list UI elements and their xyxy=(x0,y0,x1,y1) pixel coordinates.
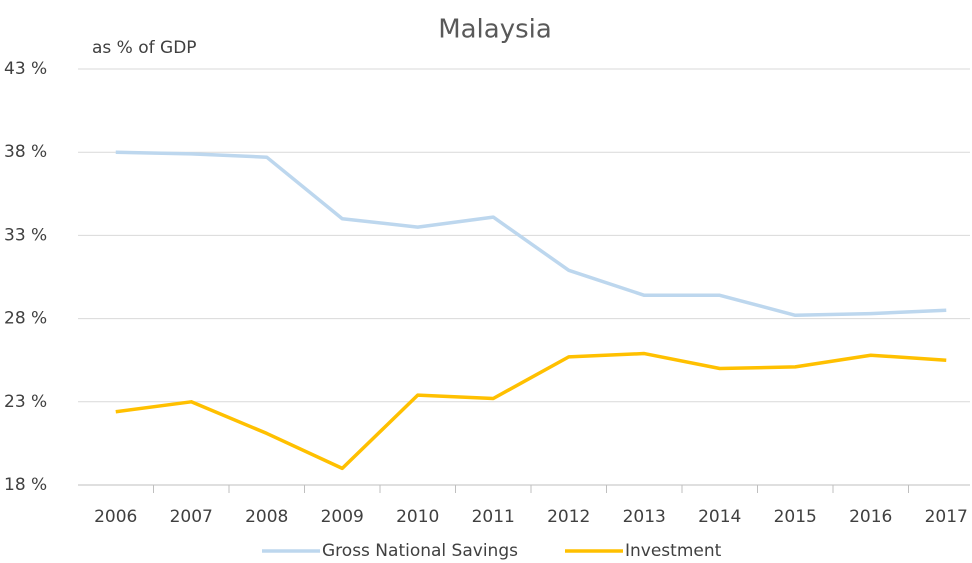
x-tick-label: 2016 xyxy=(849,507,892,527)
series-line xyxy=(115,150,947,318)
y-tick-label: 33 % xyxy=(4,225,47,245)
y-tick-label: 23 % xyxy=(4,392,47,412)
y-tick-label: 28 % xyxy=(4,309,47,329)
y-tick-label: 18 % xyxy=(4,475,47,495)
chart-title: Malaysia xyxy=(438,15,552,45)
x-tick-label: 2007 xyxy=(170,507,213,527)
x-tick-label: 2008 xyxy=(245,507,288,527)
x-tick-label: 2015 xyxy=(774,507,817,527)
x-tick-label: 2013 xyxy=(623,507,666,527)
y-axis-label: as % of GDP xyxy=(92,38,197,58)
legend-label: Investment xyxy=(625,541,722,561)
x-tick-label: 2017 xyxy=(925,507,968,527)
y-tick-label: 43 % xyxy=(4,59,47,79)
x-tick-label: 2009 xyxy=(321,507,364,527)
x-tick-label: 2011 xyxy=(472,507,515,527)
x-tick-label: 2006 xyxy=(94,507,137,527)
x-tick-label: 2014 xyxy=(698,507,741,527)
series-line xyxy=(115,351,947,471)
x-tick-label: 2012 xyxy=(547,507,590,527)
x-tick-label: 2010 xyxy=(396,507,439,527)
y-tick-label: 38 % xyxy=(4,142,47,162)
legend-label: Gross National Savings xyxy=(322,541,518,561)
